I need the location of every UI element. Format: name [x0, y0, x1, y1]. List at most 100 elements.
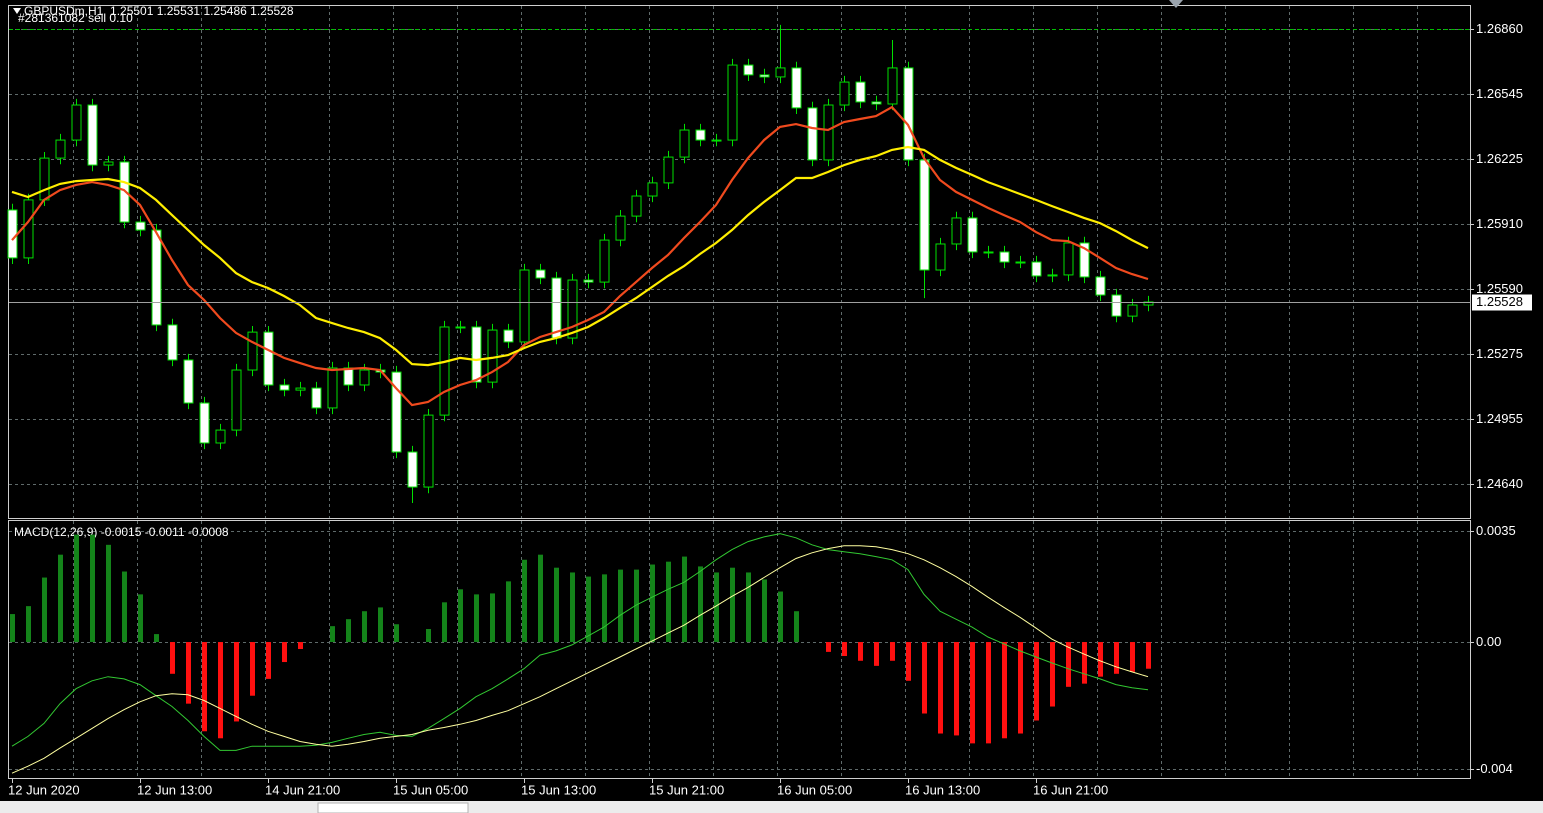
vertical-grid [73, 6, 1418, 778]
histogram-bar [202, 642, 207, 732]
histogram-bar [922, 642, 927, 714]
y-tick-label: 1.24955 [1476, 411, 1523, 426]
histogram-bar [74, 534, 79, 643]
histogram-bar [602, 574, 607, 643]
histogram-bar [650, 564, 655, 643]
x-tick-label: 15 Jun 13:00 [521, 782, 596, 797]
histogram-bar [1082, 642, 1087, 684]
histogram-bar [826, 642, 831, 652]
candle-body [407, 451, 418, 488]
histogram-bar [746, 572, 751, 643]
histogram-bar [730, 567, 735, 643]
chart-title: GBPUSDm,H1 1.25501 1.25531 1.25486 1.255… [24, 4, 294, 18]
histogram-bar [698, 566, 703, 643]
histogram-bar [570, 572, 575, 643]
candle-body [87, 104, 98, 166]
moving-average-line [11, 145, 1149, 367]
histogram-bar [298, 642, 303, 650]
y-tick-label: 1.25275 [1476, 346, 1523, 361]
indicator-title: MACD(12,26,9) -0.0015 -0.0011 -0.0008 [14, 525, 229, 539]
candle-body [791, 67, 802, 109]
histogram-bar [474, 594, 479, 643]
candle-body [327, 367, 338, 409]
x-tick-label: 12 Jun 13:00 [137, 782, 212, 797]
candle-body [519, 269, 530, 343]
histogram-bar [138, 594, 143, 643]
histogram-bar [26, 606, 31, 643]
y-tick-label: 1.24640 [1476, 476, 1523, 491]
tab[interactable] [317, 802, 469, 813]
candle-body [471, 326, 482, 383]
candle-body [647, 182, 658, 197]
candle-body [231, 369, 242, 431]
histogram-bar [170, 642, 175, 674]
current-price-label: 1.25528 [1476, 294, 1523, 309]
histogram-bar [634, 569, 639, 643]
histogram-bar [266, 642, 271, 679]
candle-body [343, 367, 354, 386]
candle-body [1143, 301, 1154, 306]
candle-body [663, 156, 674, 184]
macd-pane-frame [8, 520, 1471, 779]
candle-body [1127, 304, 1138, 317]
current-price-box [1472, 294, 1532, 311]
candle-body [199, 402, 210, 444]
candle-body [103, 161, 114, 166]
candle-body [39, 157, 50, 201]
histogram-bar [554, 567, 559, 643]
histogram-bar [986, 642, 991, 744]
candle-body [503, 329, 514, 343]
histogram-bar [10, 614, 15, 643]
y-tick-label: 0.0035 [1476, 523, 1516, 538]
histogram-bar [186, 642, 191, 704]
candle-body [263, 331, 274, 386]
candle-body [743, 64, 754, 76]
x-tick-label: 14 Jun 21:00 [265, 782, 340, 797]
candle-body [727, 64, 738, 141]
candle-body [679, 129, 690, 158]
histogram-bar [954, 642, 959, 736]
candle-body [599, 239, 610, 283]
candle-body [903, 67, 914, 161]
candle-body [1031, 261, 1042, 277]
candle-body [855, 81, 866, 103]
histogram-bar [1002, 642, 1007, 739]
candle-body [311, 387, 322, 409]
candle-body [983, 251, 994, 254]
macd-line [11, 533, 1149, 751]
histogram-bar [490, 593, 495, 643]
candle-body [759, 74, 770, 78]
histogram-bar [506, 581, 511, 643]
histogram-bar [858, 642, 863, 661]
histogram-bar [394, 624, 399, 643]
candle-body [1111, 294, 1122, 317]
symbol-menu-arrow[interactable] [13, 8, 21, 14]
histogram-bar [250, 642, 255, 696]
candle-body [711, 139, 722, 142]
candle-body [167, 324, 178, 361]
candle-body [535, 269, 546, 279]
candle-body [951, 217, 962, 245]
histogram-bar [682, 556, 687, 643]
y-tick-label: 1.26860 [1476, 21, 1523, 36]
histogram-bar [426, 629, 431, 643]
histogram-bar [794, 611, 799, 643]
x-tick-label: 15 Jun 21:00 [649, 782, 724, 797]
histogram-bar [890, 642, 895, 661]
candle-body [135, 221, 146, 231]
candle-body [71, 104, 82, 141]
y-tick-label: -0.004 [1476, 761, 1513, 776]
histogram-bar [970, 642, 975, 744]
y-tick-label: 1.25590 [1476, 281, 1523, 296]
histogram-bar [938, 642, 943, 734]
histogram-bar [378, 607, 383, 643]
candle-body [967, 217, 978, 253]
x-tick-label: 16 Jun 13:00 [905, 782, 980, 797]
candle-body [807, 107, 818, 161]
candle-body [391, 371, 402, 453]
candle-body [871, 101, 882, 105]
candle-body [1095, 276, 1106, 296]
histogram-bar [42, 577, 47, 643]
